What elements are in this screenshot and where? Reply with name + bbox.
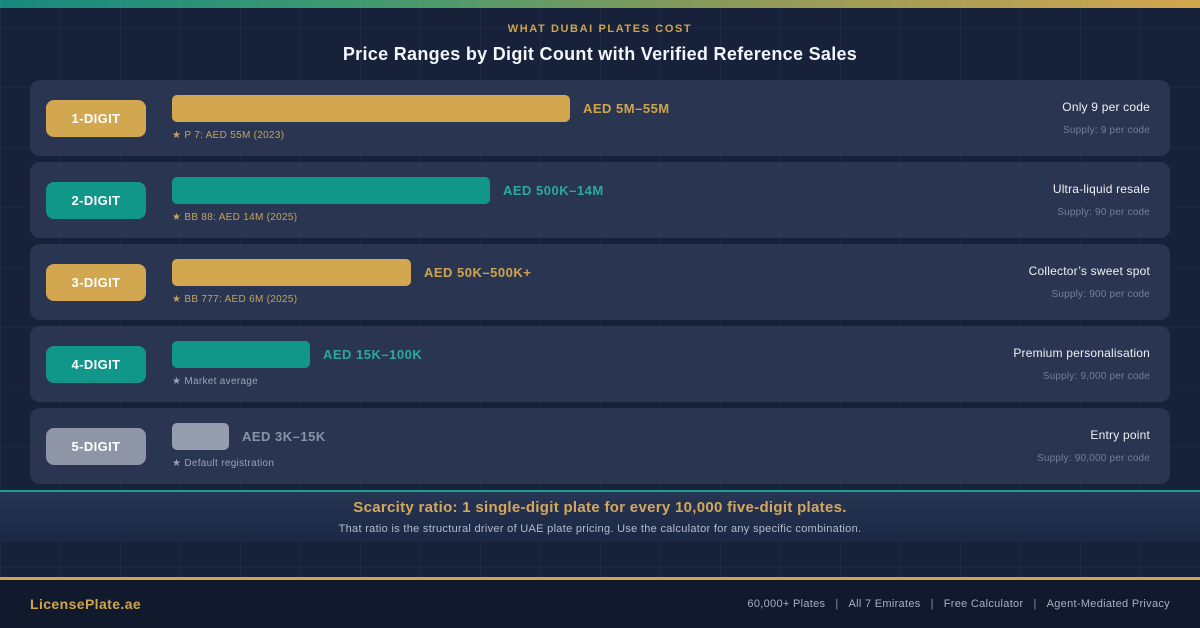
row-5-digit: 5-DIGIT AED 3K–15K ★ Default registratio… <box>30 408 1170 484</box>
row-3-digit: 3-DIGIT AED 50K–500K+ ★ BB 777: AED 6M (… <box>30 244 1170 320</box>
price-range-label: AED 500K–14M <box>503 183 604 198</box>
header: WHAT DUBAI PLATES COST Price Ranges by D… <box>0 8 1200 80</box>
row-supply: Supply: 900 per code <box>1051 289 1150 300</box>
price-range-bar <box>172 259 411 286</box>
reference-sale-note: ★ Market average <box>172 376 259 387</box>
row-highlight: Only 9 per code <box>1062 100 1150 114</box>
footer-divider <box>0 577 1200 580</box>
row-supply: Supply: 9,000 per code <box>1042 371 1150 382</box>
price-range-label: AED 50K–500K+ <box>424 265 532 280</box>
price-range-bar <box>172 177 490 204</box>
price-range-bar <box>172 423 229 450</box>
footer-meta-item: Agent-Mediated Privacy <box>1046 598 1170 610</box>
footer-separator: | <box>1033 598 1037 610</box>
reference-sale-note: ★ Default registration <box>172 458 275 469</box>
row-highlight: Entry point <box>1090 428 1150 442</box>
reference-sale-note: ★ BB 777: AED 6M (2025) <box>172 294 298 305</box>
digit-badge: 1-DIGIT <box>46 99 146 137</box>
footer-meta-item: All 7 Emirates <box>848 598 921 610</box>
row-2-digit: 2-DIGIT AED 500K–14M ★ BB 88: AED 14M (2… <box>30 162 1170 238</box>
scarcity-banner: Scarcity ratio: 1 single-digit plate for… <box>0 490 1200 542</box>
reference-sale-note: ★ BB 88: AED 14M (2025) <box>172 212 298 223</box>
price-range-bar <box>172 95 570 122</box>
price-range-label: AED 3K–15K <box>242 429 326 444</box>
row-supply: Supply: 90,000 per code <box>1036 453 1150 464</box>
digit-badge: 4-DIGIT <box>46 345 146 383</box>
scarcity-title: Scarcity ratio: 1 single-digit plate for… <box>353 499 847 516</box>
row-highlight: Collector’s sweet spot <box>1028 264 1150 278</box>
footer-meta: 60,000+ Plates | All 7 Emirates | Free C… <box>747 598 1170 610</box>
price-rows: 1-DIGIT AED 5M–55M ★ P 7: AED 55M (2023)… <box>30 80 1170 484</box>
row-4-digit: 4-DIGIT AED 15K–100K ★ Market average Pr… <box>30 326 1170 402</box>
price-range-label: AED 15K–100K <box>323 347 423 362</box>
price-range-label: AED 5M–55M <box>583 101 670 116</box>
row-1-digit: 1-DIGIT AED 5M–55M ★ P 7: AED 55M (2023)… <box>30 80 1170 156</box>
page-title: Price Ranges by Digit Count with Verifie… <box>342 44 858 64</box>
reference-sale-note: ★ P 7: AED 55M (2023) <box>172 130 285 141</box>
footer-separator: | <box>835 598 839 610</box>
row-supply: Supply: 90 per code <box>1057 207 1150 218</box>
top-accent-bar <box>0 0 1200 8</box>
row-highlight: Premium personalisation <box>1013 346 1150 360</box>
digit-badge: 2-DIGIT <box>46 181 146 219</box>
footer: LicensePlate.ae 60,000+ Plates | All 7 E… <box>0 580 1200 628</box>
price-range-bar <box>172 341 310 368</box>
header-eyebrow: WHAT DUBAI PLATES COST <box>507 23 693 35</box>
scarcity-subtitle: That ratio is the structural driver of U… <box>338 523 862 535</box>
row-supply: Supply: 9 per code <box>1063 125 1150 136</box>
digit-badge: 5-DIGIT <box>46 427 146 465</box>
row-highlight: Ultra-liquid resale <box>1052 182 1150 196</box>
footer-meta-item: Free Calculator <box>943 598 1024 610</box>
footer-meta-item: 60,000+ Plates <box>747 598 826 610</box>
brand-wordmark: LicensePlate.ae <box>30 596 142 612</box>
digit-badge: 3-DIGIT <box>46 263 146 301</box>
footer-separator: | <box>930 598 934 610</box>
